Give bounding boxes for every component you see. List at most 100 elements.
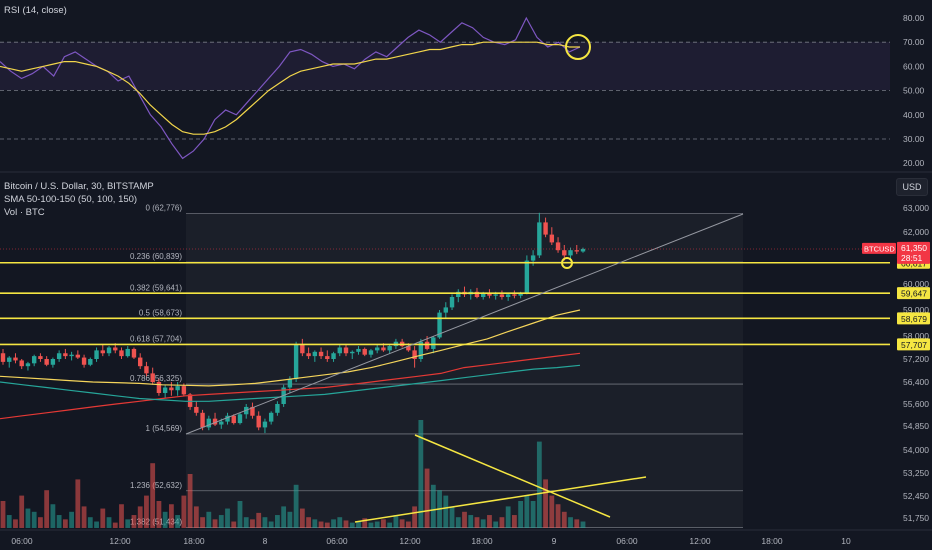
candle-body xyxy=(7,357,12,362)
candle-body xyxy=(119,350,124,357)
candle-body xyxy=(69,354,74,357)
candle-body xyxy=(81,357,87,365)
candle-body xyxy=(144,366,149,374)
candle-body xyxy=(0,353,6,362)
candle-body xyxy=(162,387,168,393)
level-tag-bg xyxy=(897,338,930,351)
candle-body xyxy=(312,351,318,357)
volume-bar xyxy=(349,522,355,528)
volume-bar xyxy=(468,515,474,528)
candle-body xyxy=(225,415,230,422)
volume-bar xyxy=(243,517,249,528)
rsi-band xyxy=(0,42,890,90)
time-tick-label: 12:00 xyxy=(109,536,131,546)
currency-button[interactable]: USD xyxy=(896,178,928,196)
volume-bar xyxy=(50,504,56,528)
price-tick-label: 54,850 xyxy=(903,421,929,431)
volume-bar xyxy=(574,519,580,528)
volume-bar xyxy=(237,501,243,528)
candle-body xyxy=(194,406,199,413)
candle-body xyxy=(38,356,43,359)
volume-bar xyxy=(6,515,12,528)
time-axis[interactable]: 06:00 12:00 18:00 8 06:00 12:00 18:00 9 06:00 12:… xyxy=(11,536,851,546)
candle-body xyxy=(212,418,218,425)
volume-bar xyxy=(399,519,405,528)
level-tag-bg xyxy=(897,312,930,325)
volume-bar xyxy=(524,495,530,528)
fib-label: 0.618 (57,704) xyxy=(130,335,182,344)
volume-bar xyxy=(125,519,131,528)
candle-body xyxy=(138,357,143,367)
candle-body xyxy=(187,394,193,407)
symbol-tag-label: BTCUSD xyxy=(864,244,895,253)
sma-legend[interactable]: SMA 50-100-150 (50, 100, 150) xyxy=(4,194,138,205)
candle-body xyxy=(443,307,448,313)
candle-body xyxy=(150,373,155,382)
fib-label: 1 (54,569) xyxy=(146,424,183,433)
price-tag-bg xyxy=(897,241,930,264)
time-tick-label: 06:00 xyxy=(11,536,33,546)
volume-bar xyxy=(156,501,162,528)
candle-body xyxy=(505,294,511,297)
volume-bar xyxy=(144,495,149,528)
price-tick-label: 56,400 xyxy=(903,377,929,387)
candle-body xyxy=(362,348,367,355)
rsi-tick-label: 30.00 xyxy=(903,134,925,144)
price-tick-label: 53,250 xyxy=(903,468,929,478)
candle-body xyxy=(343,347,349,354)
volume-bar xyxy=(443,495,449,528)
candle-body xyxy=(94,350,99,359)
volume-bar xyxy=(499,517,505,528)
sma-50-line xyxy=(0,309,581,387)
volume-bar xyxy=(511,515,517,528)
price-tick-label: 62,000 xyxy=(903,227,929,237)
rsi-tick-label: 20.00 xyxy=(903,158,925,168)
volume-bar xyxy=(225,508,230,528)
volume-legend[interactable]: Vol · BTC xyxy=(4,207,45,218)
candle-body xyxy=(125,348,130,357)
volume-bar xyxy=(94,521,99,528)
candle-body xyxy=(487,293,492,296)
candle-body xyxy=(350,351,355,354)
candle-body xyxy=(562,250,567,256)
volume-bar xyxy=(268,521,274,528)
time-tick-label: 18:00 xyxy=(183,536,205,546)
volume-bar xyxy=(100,508,106,528)
rsi-panel xyxy=(0,16,890,160)
candle-body xyxy=(530,255,536,261)
rsi-tick-label: 80.00 xyxy=(903,13,925,23)
volume-bar xyxy=(343,520,349,528)
rsi-axis[interactable]: 80.00 70.00 60.00 50.00 40.00 30.00 20.00 xyxy=(903,13,925,168)
volume-bar xyxy=(13,519,18,528)
candle-body xyxy=(268,412,274,422)
candle-body xyxy=(524,260,530,294)
candle-body xyxy=(337,347,342,354)
price-tick-label: 57,200 xyxy=(903,354,929,364)
price-axis[interactable]: 63,00062,00061,00060,00059,00058,00057,2… xyxy=(862,203,930,523)
symbol-tag-bg xyxy=(862,242,896,254)
volume-bar xyxy=(381,519,386,528)
fib-label: 1.382 (51,434) xyxy=(130,517,182,526)
fib-label: 0 (62,776) xyxy=(146,203,183,212)
volume-bar xyxy=(393,515,399,528)
candle-body xyxy=(555,242,561,251)
candle-body xyxy=(175,386,180,391)
volume-bar xyxy=(181,495,187,528)
candle-body xyxy=(456,291,461,297)
volume-bar xyxy=(131,515,137,528)
volume-bar xyxy=(536,441,542,528)
price-tick-label: 63,000 xyxy=(903,203,929,213)
sma-150-line xyxy=(0,364,581,402)
candle-body xyxy=(169,387,174,391)
candle-body xyxy=(156,382,162,393)
candle-body xyxy=(63,353,68,357)
symbol-legend[interactable]: Bitcoin / U.S. Dollar, 30, BITSTAMP xyxy=(4,181,154,192)
price-circle-annotation xyxy=(561,257,573,269)
candle-body xyxy=(13,357,18,361)
rsi-tick-label: 50.00 xyxy=(903,86,925,96)
candle-body xyxy=(19,360,24,367)
price-tick-label: 52,450 xyxy=(903,491,929,501)
level-tag-label: 59,647 xyxy=(901,289,927,299)
volume-bar xyxy=(530,501,536,528)
